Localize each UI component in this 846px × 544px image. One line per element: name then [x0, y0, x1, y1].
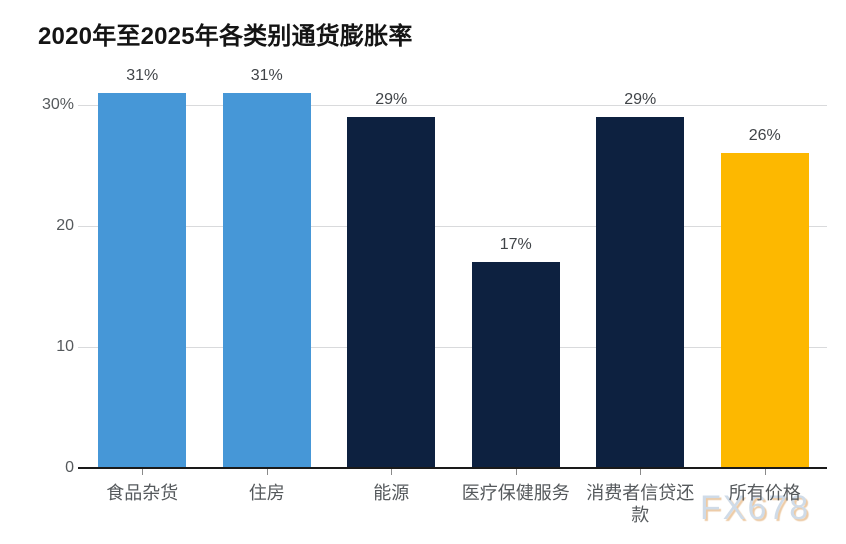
gridline-20: [78, 225, 827, 227]
bar-消费者信贷还款: [596, 117, 685, 468]
x-axis-label-医疗保健服务: 医疗保健服务: [461, 483, 570, 503]
y-axis-tick-label: 30%: [41, 96, 74, 113]
bar-能源: [347, 117, 436, 468]
x-axis-label-消费者信贷还款: 消费者信贷还款: [586, 483, 695, 525]
y-axis-tick-label: 10: [56, 338, 74, 355]
x-axis-line: [78, 467, 827, 469]
x-axis-tick: [640, 469, 642, 475]
y-axis-tick-label: 0: [65, 459, 74, 476]
watermark: FX678: [700, 489, 811, 527]
bar-value-label: 17%: [499, 236, 532, 254]
bar-住房: [222, 92, 311, 468]
x-axis-label-能源: 能源: [373, 483, 410, 503]
bar-食品杂货: [98, 92, 187, 468]
plot-area: 31% 31% 29% 17% 29% 26%: [78, 67, 827, 469]
x-axis-label-食品杂货: 食品杂货: [106, 483, 179, 503]
bar-value-label: 31%: [250, 66, 283, 84]
x-axis-tick: [391, 469, 393, 475]
gridline-30: [78, 104, 827, 106]
x-axis-tick: [515, 469, 517, 475]
bar-value-label: 29%: [375, 91, 408, 109]
bar-所有价格: [720, 153, 809, 468]
x-axis-label-住房: 住房: [248, 483, 285, 503]
chart-title: 2020年至2025年各类别通货膨胀率: [38, 23, 413, 50]
x-axis-tick: [142, 469, 144, 475]
bar-value-label: 26%: [748, 127, 781, 145]
gridline-10: [78, 346, 827, 348]
x-axis-tick: [266, 469, 268, 475]
bar-医疗保健服务: [471, 262, 560, 468]
x-axis-tick: [764, 469, 766, 475]
bar-value-label: 31%: [126, 66, 159, 84]
y-axis-tick-label: 20: [56, 217, 74, 234]
bar-value-label: 29%: [624, 91, 657, 109]
x-axis-label-所有价格: 所有价格: [728, 483, 801, 503]
